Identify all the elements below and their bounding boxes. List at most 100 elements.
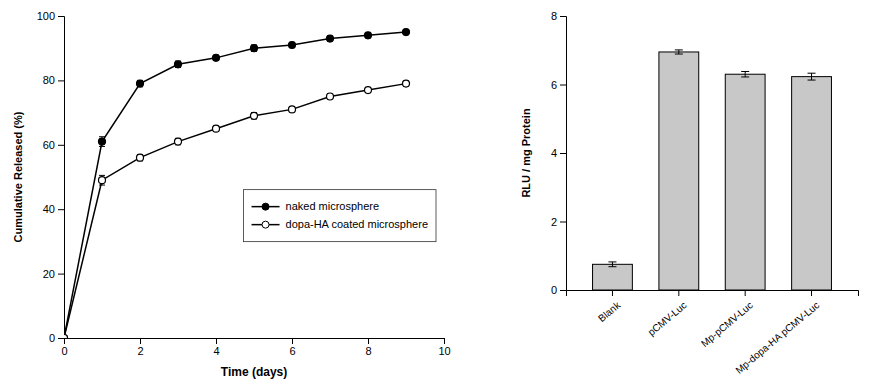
marker [213,54,220,61]
legend-swatch [262,221,269,228]
y-axis-title: Cumulative Released (%) [12,111,24,242]
axis-line [560,17,567,291]
legend-swatch [262,203,269,210]
axis: 0 2 4 6 8 10 [61,338,450,357]
tick-label: 10 [438,345,450,357]
marker [64,335,68,339]
error-bar [403,81,409,86]
error-bar-cap [99,185,105,186]
line-chart: 0246810020406080100Time (days)Cumulative… [12,10,451,379]
series [64,29,410,338]
tick-label: 8 [551,10,557,22]
marker [251,45,258,52]
tick-label: Mp-pCMV-Luc [699,299,755,349]
tick-label: 0 [61,345,67,357]
y-axis-title: RLU / mg Protein [520,108,532,198]
error-bar-cap [99,175,105,176]
error-bar-stem [612,262,613,267]
tick-label: 0 [49,332,55,344]
marker [137,80,144,87]
tick-mark [745,290,746,296]
tick: 2 [551,216,566,228]
error-bar [327,36,333,41]
tick: 100 [37,10,64,22]
error-bar-stem [811,73,812,80]
tick-label: pCMV-Luc [646,299,689,337]
error-bar-cap [808,73,816,74]
tick-mark [216,338,217,344]
error-bar-cap [608,261,616,262]
tick: 20 [43,268,64,280]
error-bar [365,87,371,92]
tick: 4 [551,147,566,159]
tick-label: 60 [43,139,55,151]
tick: pCMV-Luc [646,290,689,338]
marker [251,112,258,119]
tick-mark [444,338,445,344]
tick-mark [560,153,566,154]
error-bar-cap [808,80,816,81]
chart-canvas: 0246810020406080100Time (days)Cumulative… [0,0,874,392]
tick-mark [58,338,64,339]
error-bar [608,262,616,267]
axis: 0 2 4 6 8 [551,10,567,296]
x-axis-title: Time (days) [221,365,287,379]
tick-label: 80 [43,74,55,86]
error-bar [175,138,181,144]
tick: 60 [43,139,64,151]
error-bar [251,113,257,119]
error-bar-stem [745,71,746,76]
tick-label: 2 [137,345,143,357]
error-bar-stem [678,50,679,54]
error-bar [175,61,181,67]
error-bar [289,42,295,47]
error-bar-cap [99,136,105,137]
axis-line [65,339,445,345]
tick: Mp-pCMV-Luc [699,290,755,349]
marker [365,87,372,94]
error-bar [403,30,409,35]
marker [64,335,68,339]
tick-label: 2 [551,216,557,228]
tick: 0 [61,338,67,357]
axis: BlankpCMV-LucMp-pCMV-LucMp-dopa-HA pCMV-… [567,290,859,376]
bar-chart: BlankpCMV-LucMp-pCMV-LucMp-dopa-HA pCMV-… [520,10,859,376]
tick-label: 6 [289,345,295,357]
error-bar [251,45,257,51]
marker [327,93,334,100]
marker [99,177,106,184]
marker [365,32,372,39]
tick-label: 4 [551,147,557,159]
legend-box [244,190,436,242]
tick-label: Mp-dopa-HA pCMV-Luc [733,299,821,375]
tick: 8 [551,10,566,22]
error-bar-cap [675,54,683,55]
legend-entry: naked microsphere [252,200,380,212]
axis: 020406080100 [37,10,65,344]
tick-label: 6 [551,79,557,91]
tick: 4 [213,338,219,357]
tick-mark [811,290,812,296]
error-bar [213,126,219,131]
tick-mark [612,290,613,296]
marker [175,138,182,145]
marker [403,80,410,87]
marker [213,125,220,132]
error-bar [365,33,371,38]
tick: 0 [49,332,64,344]
tick: 6 [551,79,566,91]
legend: naked microspheredopa-HA coated microsph… [244,190,436,242]
error-bar-cap [99,146,105,147]
tick: 10 [438,338,450,357]
tick: 0 [551,284,566,296]
tick: 8 [365,338,371,357]
error-bar [137,80,143,86]
error-bar-cap [675,49,683,50]
marker [99,138,106,145]
error-bar-cap [741,71,749,72]
axis-line [567,291,859,297]
marker [289,41,296,48]
tick: 80 [43,74,64,86]
tick: 2 [137,338,143,357]
tick-label: 0 [551,284,557,296]
